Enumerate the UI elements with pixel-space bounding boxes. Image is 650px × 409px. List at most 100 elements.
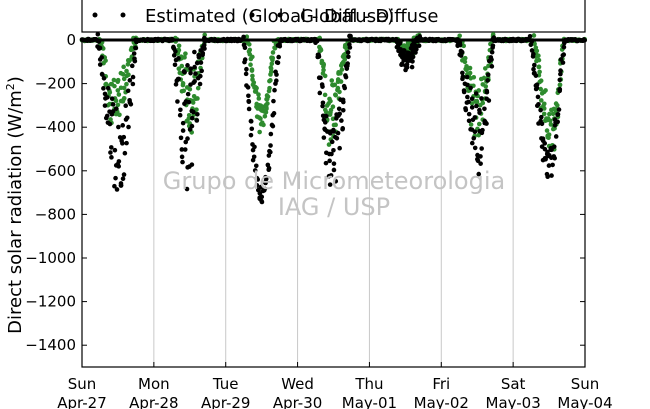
data-point <box>560 53 566 58</box>
data-point <box>534 48 540 54</box>
data-point <box>202 46 207 51</box>
data-point <box>536 64 542 70</box>
data-point <box>275 60 281 66</box>
data-point <box>460 74 466 80</box>
data-point <box>550 162 555 168</box>
data-point <box>196 52 201 58</box>
data-point <box>331 129 337 134</box>
data-point <box>471 135 477 141</box>
data-point <box>133 45 138 51</box>
data-point <box>130 81 136 87</box>
data-point <box>466 118 472 124</box>
data-point <box>552 122 558 128</box>
data-point <box>331 147 336 153</box>
data-point <box>185 91 191 97</box>
data-point <box>181 88 187 94</box>
data-point <box>185 63 190 68</box>
data-point <box>118 183 124 188</box>
data-point <box>123 103 129 109</box>
data-point <box>263 109 269 115</box>
data-point <box>335 130 341 136</box>
data-point <box>340 107 346 113</box>
data-point <box>534 85 540 91</box>
data-point <box>109 145 114 150</box>
data-point <box>104 95 110 100</box>
data-point <box>347 45 353 50</box>
data-point <box>479 96 484 101</box>
data-point <box>337 111 342 117</box>
legend-label-estimated: Estimated (Global - Diffuse) <box>145 6 394 27</box>
data-point <box>99 55 104 60</box>
data-point <box>131 51 137 56</box>
data-point <box>116 124 121 130</box>
data-point <box>195 96 200 101</box>
data-point <box>548 122 554 127</box>
data-point <box>484 88 490 94</box>
data-point <box>195 111 200 117</box>
data-point <box>249 68 255 73</box>
data-point <box>171 53 177 58</box>
data-point <box>120 72 126 77</box>
y-tick-label: −1400 <box>25 336 76 354</box>
x-tick-label-day: Thu <box>354 375 383 393</box>
data-point <box>121 76 127 82</box>
data-point <box>469 105 475 110</box>
data-point <box>270 50 276 55</box>
data-point <box>552 155 557 161</box>
watermark-line-2: IAG / USP <box>278 193 390 221</box>
data-point <box>200 50 206 56</box>
data-point <box>338 71 343 76</box>
data-point <box>316 54 322 59</box>
data-point <box>130 74 136 80</box>
data-point <box>241 34 246 40</box>
data-point <box>544 128 550 133</box>
plot-frame <box>81 39 586 368</box>
data-point <box>321 67 326 73</box>
data-point <box>462 55 468 61</box>
data-point <box>274 78 279 84</box>
data-point <box>102 91 108 97</box>
y-tick-label: −800 <box>35 205 76 223</box>
data-point <box>253 163 259 169</box>
data-point <box>558 68 563 73</box>
data-point <box>252 168 258 173</box>
x-tick-label-date: May-03 <box>486 394 541 409</box>
data-point <box>332 92 338 98</box>
data-point <box>254 183 260 188</box>
data-point <box>242 57 248 62</box>
data-point <box>256 92 261 97</box>
data-point <box>121 172 127 177</box>
data-point <box>551 144 557 149</box>
data-point <box>127 78 133 83</box>
data-point <box>248 118 254 124</box>
y-tick-label: −200 <box>35 75 76 93</box>
data-point <box>461 43 467 49</box>
data-point <box>326 142 332 147</box>
data-point <box>318 47 324 53</box>
y-axis-label-sup: 2 <box>4 83 17 90</box>
data-point <box>258 116 263 121</box>
data-point <box>102 103 108 108</box>
data-point <box>189 115 195 121</box>
data-point <box>276 54 281 60</box>
legend-marker-global-diffuse-2 <box>277 12 283 18</box>
data-point <box>191 80 196 85</box>
data-point <box>191 109 196 115</box>
data-point <box>546 132 552 137</box>
plot-area: Grupo de Micrometeorologia IAG / USP <box>79 31 588 368</box>
data-point <box>332 82 338 88</box>
data-point <box>479 146 484 151</box>
data-point <box>251 154 257 160</box>
data-point <box>480 127 485 133</box>
data-point <box>467 65 473 71</box>
data-point <box>179 63 185 69</box>
data-point <box>122 150 128 156</box>
data-point <box>557 77 563 83</box>
data-point <box>339 67 345 72</box>
data-point <box>246 106 252 112</box>
data-point <box>474 103 479 109</box>
data-point <box>405 50 410 55</box>
data-point <box>120 123 126 128</box>
data-point <box>457 33 462 39</box>
data-point <box>330 104 336 110</box>
